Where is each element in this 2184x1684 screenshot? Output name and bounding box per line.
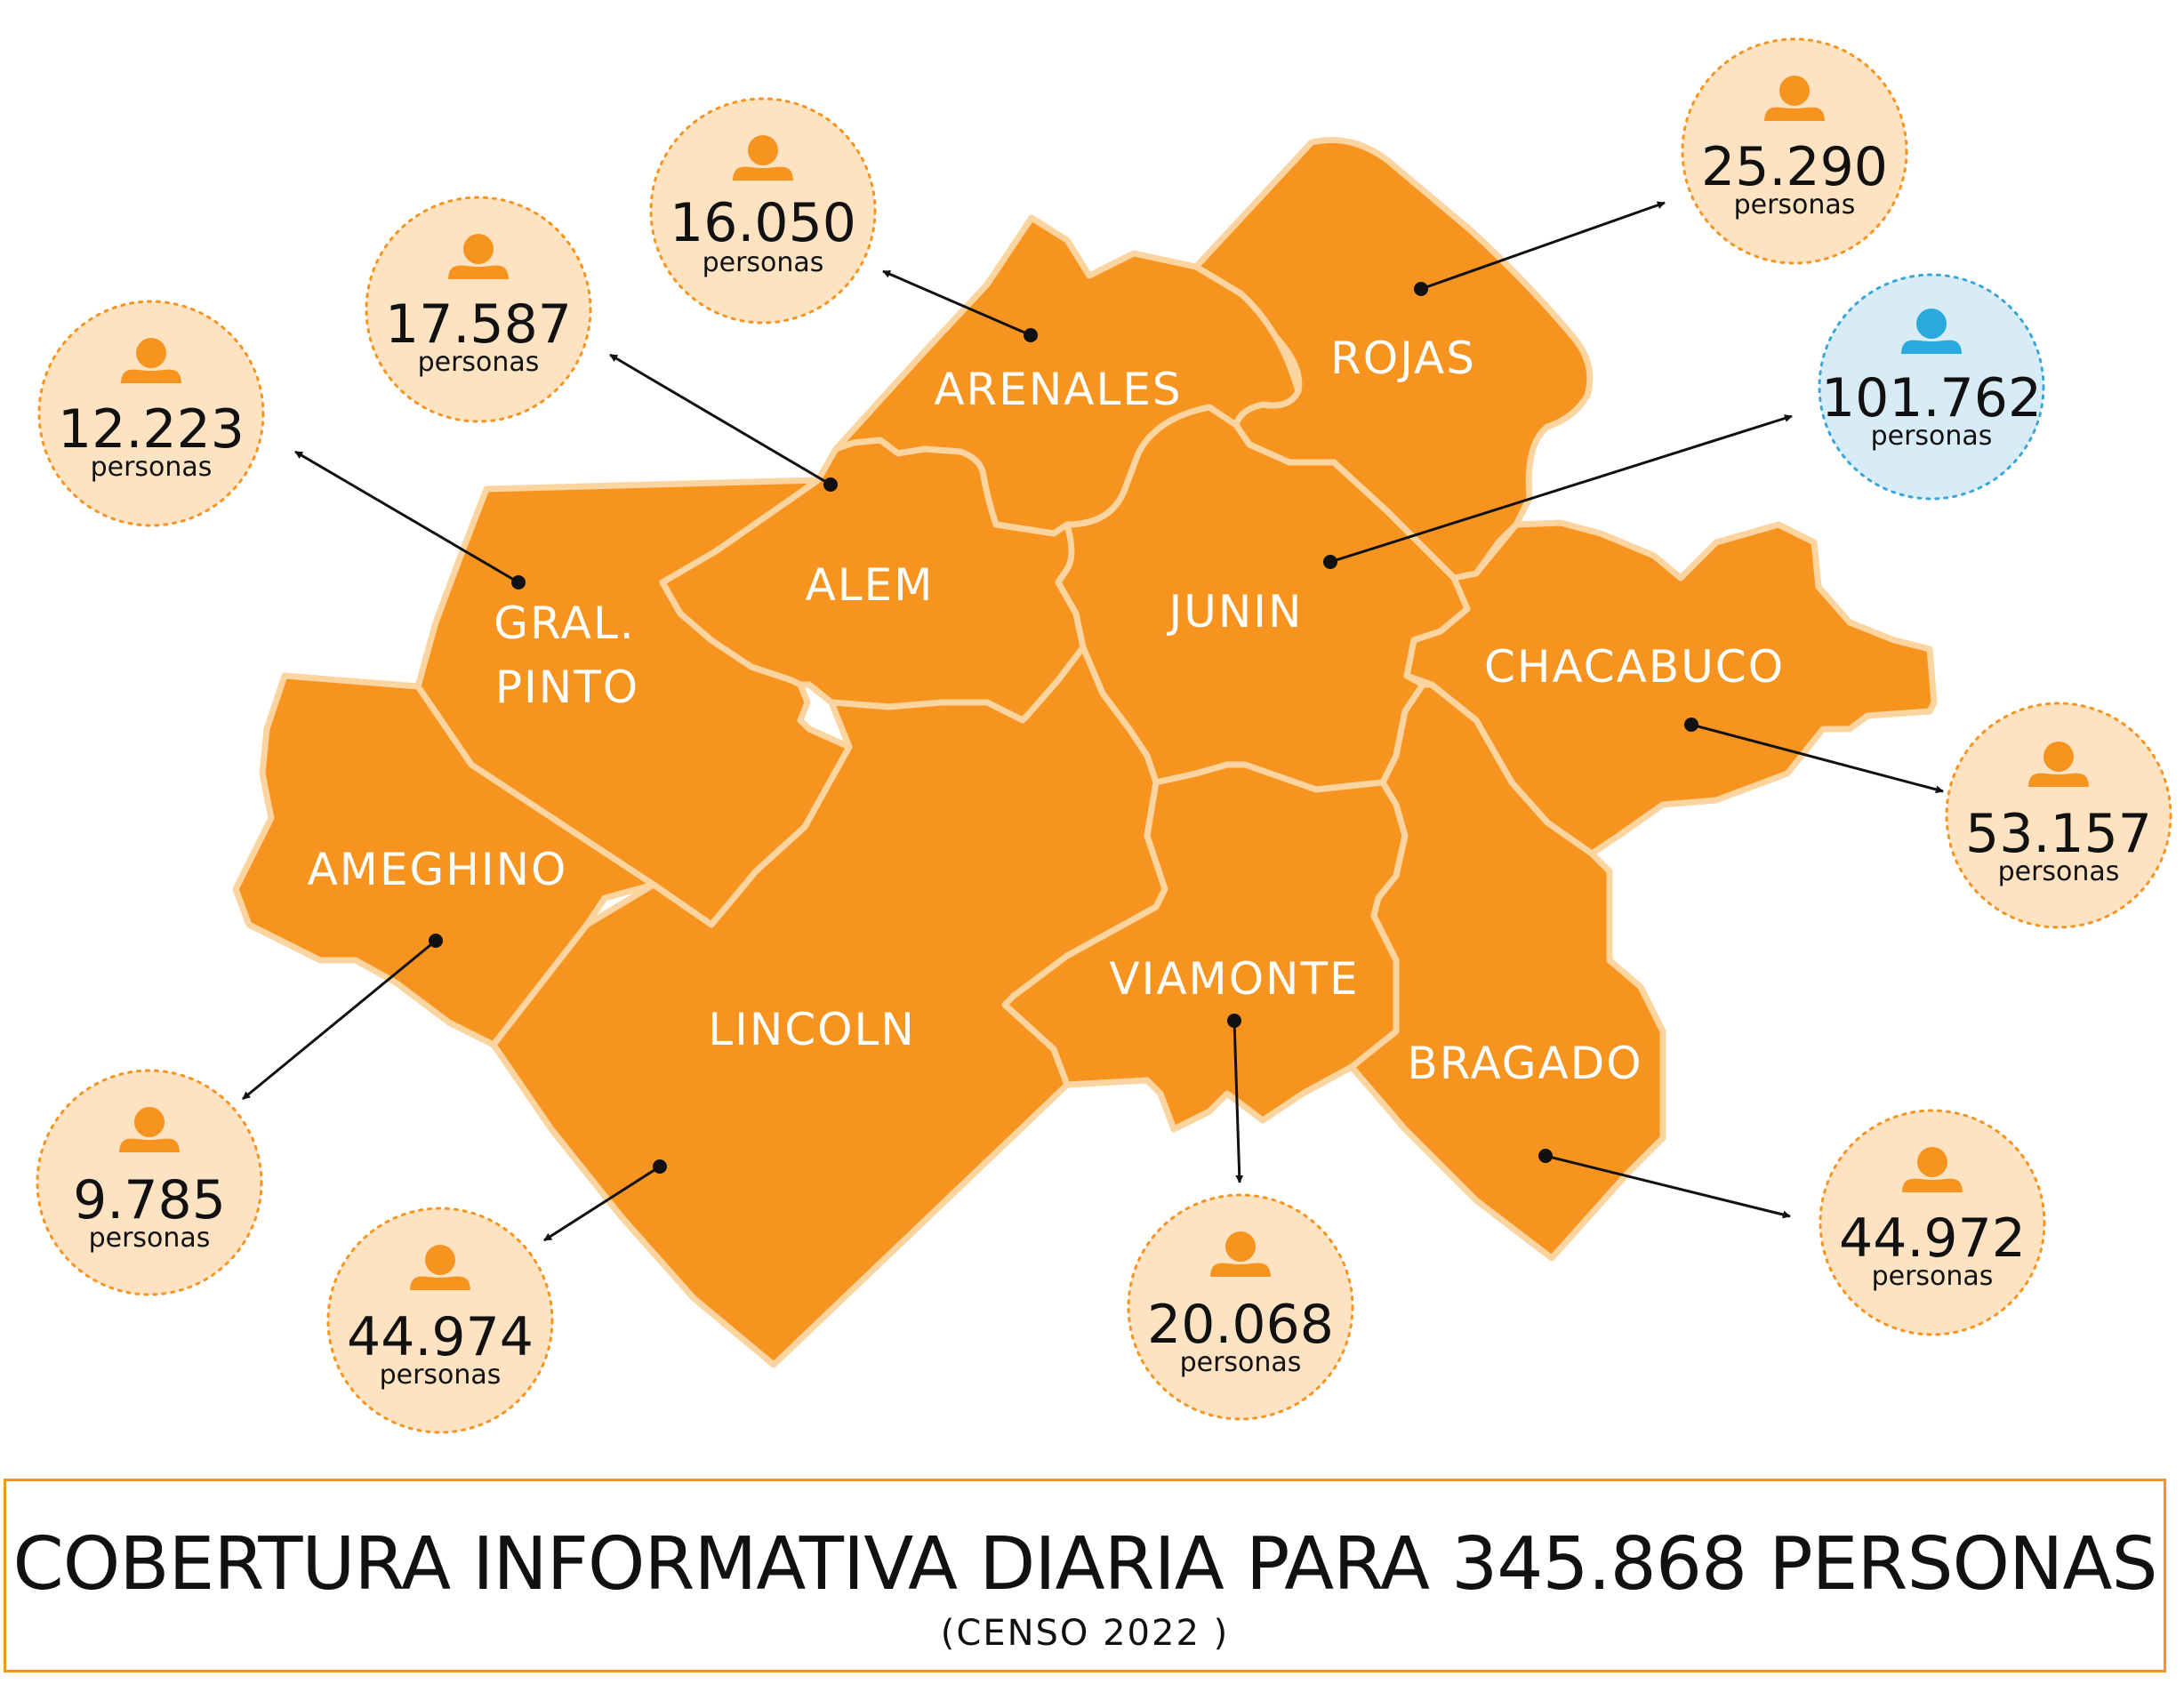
region-label-chacabuco: CHACABUCO — [1484, 641, 1785, 693]
region-label-gral-pinto-line2: PINTO — [495, 662, 639, 713]
marker-dot-chacabuco — [1684, 718, 1698, 732]
population-value-lincoln: 44.974 — [347, 1306, 534, 1368]
leader-chacabuco — [1690, 723, 1944, 794]
population-value-viamonte: 20.068 — [1147, 1294, 1334, 1356]
leader-ameghino — [242, 939, 437, 1101]
population-unit-gral-pinto: personas — [91, 452, 213, 483]
population-unit-viamonte: personas — [1180, 1347, 1302, 1378]
population-unit-rojas: personas — [1734, 189, 1856, 221]
population-bubble-ameghino[interactable]: 9.785 personas — [36, 1069, 263, 1296]
region-label-gral-pinto-line1: GRAL. — [494, 597, 635, 649]
leader-gral-pinto — [294, 450, 519, 584]
population-value-chacabuco: 53.157 — [1965, 803, 2152, 865]
population-unit-lincoln: personas — [380, 1359, 502, 1391]
population-value-junin: 101.762 — [1821, 367, 2042, 429]
region-label-arenales: ARENALES — [934, 364, 1182, 415]
population-unit-ameghino: personas — [89, 1223, 211, 1254]
leader-viamonte — [1233, 1020, 1244, 1183]
population-bubble-chacabuco[interactable]: 53.157 personas — [1945, 702, 2172, 929]
population-bubble-lincoln[interactable]: 44.974 personas — [326, 1207, 554, 1434]
population-bubble-viamonte[interactable]: 20.068 personas — [1127, 1193, 1354, 1421]
marker-dot-viamonte — [1227, 1014, 1241, 1028]
leader-bragado — [1545, 1154, 1791, 1219]
population-bubble-rojas[interactable]: 25.290 personas — [1681, 37, 1908, 265]
marker-dot-ameghino — [429, 934, 443, 948]
population-value-arenales: 16.050 — [670, 192, 856, 254]
bubble-layer: 16.050 personas 25.290 personas 17.587 p… — [36, 37, 2172, 1434]
population-value-alem: 17.587 — [385, 293, 572, 356]
marker-dot-gral-pinto — [511, 575, 526, 589]
region-label-lincoln: LINCOLN — [708, 1004, 916, 1055]
population-value-ameghino: 9.785 — [73, 1169, 226, 1231]
leader-layer — [242, 201, 1944, 1242]
region-label-viamonte: VIAMONTE — [1109, 953, 1359, 1005]
region-label-alem: ALEM — [806, 559, 935, 611]
population-unit-bragado: personas — [1872, 1261, 1994, 1292]
marker-dot-arenales — [1024, 328, 1038, 342]
population-value-bragado: 44.972 — [1839, 1207, 2026, 1270]
population-bubble-arenales[interactable]: 16.050 personas — [649, 97, 877, 325]
marker-dot-rojas — [1414, 282, 1428, 296]
marker-dot-lincoln — [653, 1159, 667, 1174]
population-bubble-alem[interactable]: 17.587 personas — [365, 196, 592, 423]
population-unit-junin: personas — [1871, 421, 1993, 452]
marker-dot-junin — [1323, 555, 1337, 569]
banner-subtitle: (CENSO 2022 ) — [940, 1613, 1230, 1654]
leader-arenales — [882, 269, 1032, 337]
leader-alem — [609, 353, 831, 486]
population-unit-chacabuco: personas — [1998, 856, 2120, 887]
banner-title: COBERTURA INFORMATIVA DIARIA PARA 345.86… — [12, 1522, 2157, 1607]
population-unit-alem: personas — [418, 347, 540, 378]
population-bubble-bragado[interactable]: 44.972 personas — [1819, 1109, 2046, 1336]
region-label-bragado: BRAGADO — [1407, 1038, 1642, 1089]
population-bubble-gral-pinto[interactable]: 12.223 personas — [37, 300, 265, 527]
population-value-gral-pinto: 12.223 — [58, 398, 245, 461]
marker-dot-bragado — [1538, 1149, 1553, 1163]
region-layer — [232, 137, 1938, 1368]
coverage-banner: COBERTURA INFORMATIVA DIARIA PARA 345.86… — [4, 1479, 2166, 1672]
leader-lincoln — [543, 1165, 661, 1242]
region-label-layer: ARENALES ROJAS ALEM JUNIN GRAL. PINTO CH… — [308, 333, 1785, 1089]
population-unit-arenales: personas — [703, 247, 824, 278]
marker-dot-alem — [823, 477, 838, 492]
region-label-rojas: ROJAS — [1330, 333, 1476, 384]
region-label-junin: JUNIN — [1167, 586, 1304, 638]
region-junin[interactable] — [1055, 404, 1480, 793]
population-bubble-junin[interactable]: 101.762 personas — [1818, 273, 2045, 501]
region-viamonte[interactable] — [1001, 761, 1409, 1133]
leader-junin — [1329, 414, 1793, 564]
leader-rojas — [1420, 201, 1666, 291]
region-bragado[interactable] — [1348, 681, 1666, 1262]
population-value-rojas: 25.290 — [1701, 136, 1888, 198]
region-label-ameghino: AMEGHINO — [308, 844, 568, 895]
